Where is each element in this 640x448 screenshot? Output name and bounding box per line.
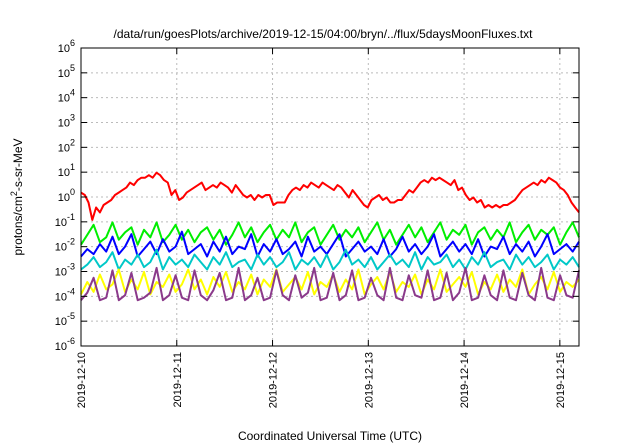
y-tick-label: 102: [58, 137, 75, 154]
y-tick-label: 100: [58, 187, 75, 204]
grid: [81, 48, 579, 346]
y-tick-label: 10-2: [55, 237, 75, 254]
y-tick-exp: 6: [70, 38, 75, 48]
y-tick-label: 10-3: [55, 262, 75, 279]
x-tick-label: 2019-12-13: [363, 352, 375, 408]
y-tick-label: 106: [58, 38, 75, 55]
y-tick-base: 10: [55, 217, 67, 229]
y-axis-label: protons/cm2-s-sr-MeV: [9, 138, 25, 255]
y-tick-exp: 0: [70, 187, 75, 197]
y-axis: 10-610-510-410-310-210-11001011021031041…: [55, 38, 579, 353]
y-tick-label: 10-5: [55, 311, 75, 328]
y-tick-base: 10: [58, 118, 70, 130]
y-tick-exp: -1: [67, 212, 75, 222]
x-axis: 2019-12-10 2019-12-11 2019-12-12 2019-12-13…: [76, 48, 567, 408]
y-tick-base: 10: [58, 68, 70, 80]
y-tick-base: 10: [55, 316, 67, 328]
y-tick-exp: -2: [67, 237, 75, 247]
y-axis-label-suffix: -s-sr-MeV: [11, 138, 25, 191]
series-line-4: [80, 248, 580, 271]
y-tick-base: 10: [58, 43, 70, 55]
x-tick-label: 2019-12-12: [268, 352, 280, 408]
y-tick-exp: -4: [67, 286, 75, 296]
series-line-5: [80, 268, 580, 296]
y-tick-base: 10: [55, 267, 67, 279]
x-tick-label: 2019-12-11: [172, 352, 184, 407]
series-group: [80, 171, 580, 302]
series-line-6: [80, 266, 580, 302]
y-tick-label: 10-4: [55, 286, 75, 303]
y-tick-base: 10: [58, 93, 70, 105]
x-tick-label: 2019-12-14: [459, 352, 471, 408]
y-tick-base: 10: [55, 291, 67, 303]
y-tick-label: 101: [58, 162, 75, 179]
y-axis-label-prefix: protons/cm: [11, 196, 25, 255]
series-line-1: [80, 171, 580, 221]
y-tick-base: 10: [55, 341, 67, 353]
x-tick-label: 2019-12-10: [76, 352, 88, 408]
y-tick-exp: -5: [67, 311, 75, 321]
y-tick-exp: 3: [70, 113, 75, 123]
y-tick-label: 10-1: [55, 212, 75, 229]
y-tick-exp: 4: [70, 88, 75, 98]
y-axis-label-sup: 2: [9, 191, 19, 196]
y-tick-exp: 1: [70, 162, 75, 172]
y-tick-base: 10: [55, 242, 67, 254]
y-tick-label: 105: [58, 63, 75, 80]
y-tick-exp: -6: [67, 336, 75, 346]
y-tick-exp: 2: [70, 137, 75, 147]
series-line-3: [80, 230, 580, 258]
y-tick-base: 10: [58, 167, 70, 179]
y-tick-base: 10: [58, 142, 70, 154]
y-tick-label: 104: [58, 88, 75, 105]
y-tick-base: 10: [58, 192, 70, 204]
chart-title: /data/run/goesPlots/archive/2019-12-15/0…: [114, 27, 534, 41]
y-tick-exp: -3: [67, 262, 75, 272]
plot-frame: [80, 47, 580, 347]
x-tick-label: 2019-12-15: [555, 352, 567, 408]
y-tick-exp: 5: [70, 63, 75, 73]
x-axis-label: Coordinated Universal Time (UTC): [238, 429, 422, 443]
y-tick-label: 103: [58, 113, 75, 130]
y-tick-label: 10-6: [55, 336, 75, 353]
